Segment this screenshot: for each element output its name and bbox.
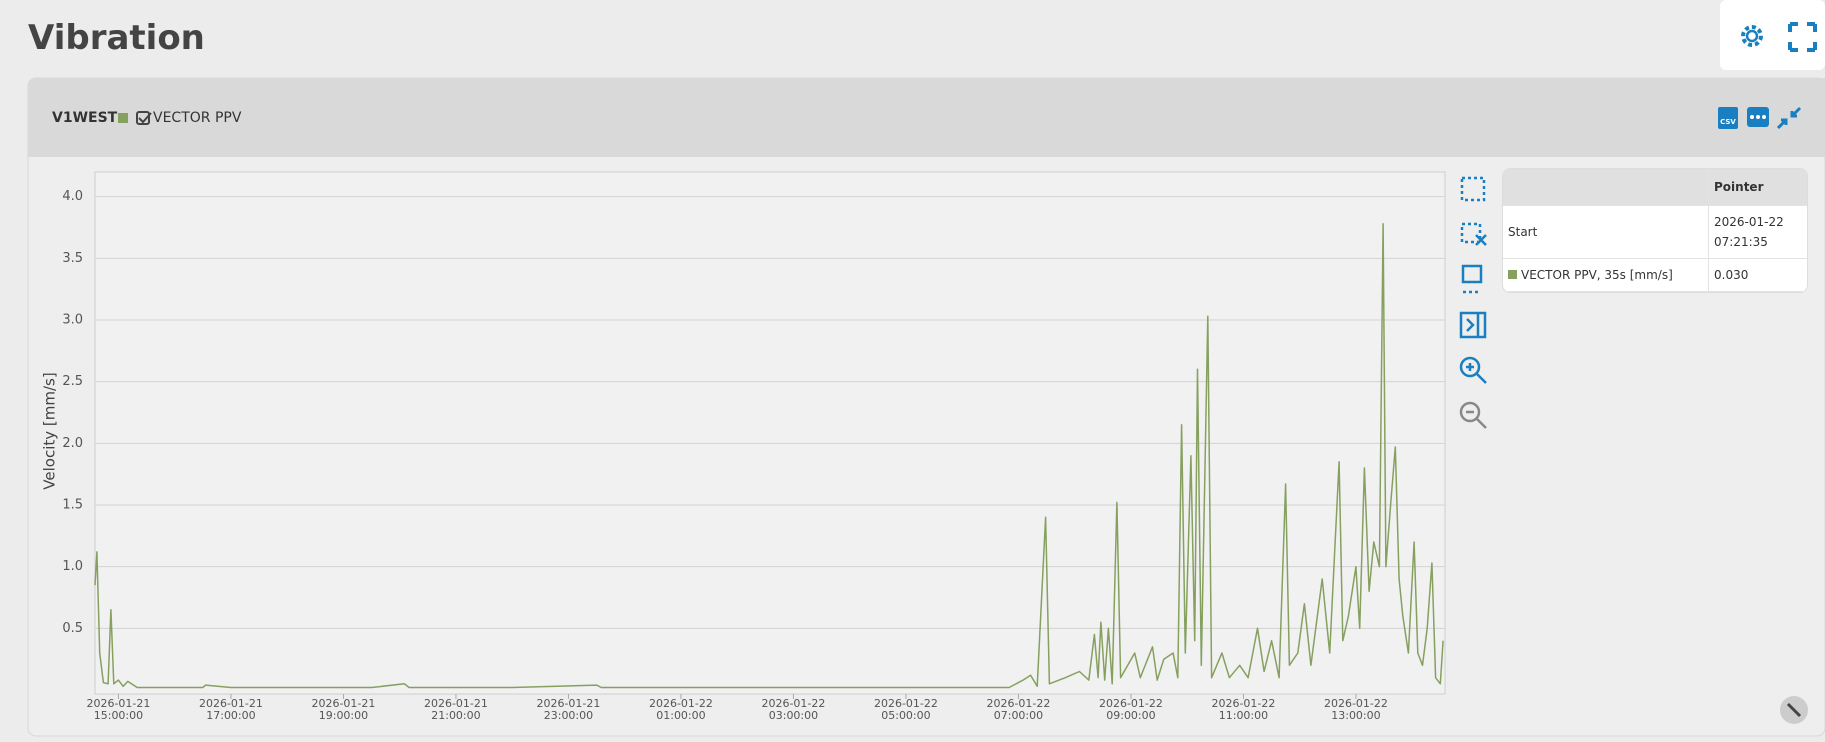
csv-button[interactable]: CSV xyxy=(1718,107,1738,129)
select-button[interactable] xyxy=(1460,176,1486,202)
y-tick-label: 3.5 xyxy=(62,251,83,266)
settings-button[interactable] xyxy=(1741,25,1763,47)
clear-selection-button[interactable] xyxy=(1460,222,1487,246)
chart-toolbar xyxy=(1459,176,1487,429)
top-toolbar xyxy=(1720,0,1825,70)
zoom-in-button[interactable] xyxy=(1459,356,1487,384)
pointer-series: VECTOR PPV, 35s [mm/s] xyxy=(1521,268,1673,282)
legend-swatch xyxy=(118,113,128,123)
y-tick-label: 1.5 xyxy=(62,498,83,513)
x-tick-label: 2026-01-22 07:00:00 xyxy=(986,697,1051,722)
pointer-cell: Start xyxy=(1503,205,1709,259)
fullscreen-button[interactable] xyxy=(1788,22,1817,52)
legend-label[interactable]: VECTOR PPV xyxy=(153,110,242,126)
y-tick-label: 1.0 xyxy=(62,559,83,574)
cursor-button[interactable] xyxy=(1459,311,1487,339)
pointer-header: Pointer xyxy=(1708,169,1807,206)
y-tick-label: 4.0 xyxy=(62,189,83,204)
x-tick-label: 2026-01-22 13:00:00 xyxy=(1323,697,1388,722)
pointer-cell: VECTOR PPV, 35s [mm/s] xyxy=(1503,258,1709,292)
x-tick-label: 2026-01-21 21:00:00 xyxy=(423,697,488,722)
csv-label: CSV xyxy=(1720,118,1736,126)
pointer-cell: 2026-01-22 07:21:35 xyxy=(1708,205,1807,259)
x-tick-label: 2026-01-22 05:00:00 xyxy=(873,697,938,722)
pointer-swatch xyxy=(1508,270,1517,279)
more-button[interactable] xyxy=(1747,107,1769,127)
x-tick-label: 2026-01-21 15:00:00 xyxy=(86,697,151,722)
zoom-out-button[interactable] xyxy=(1459,401,1487,429)
y-tick-label: 3.0 xyxy=(62,313,83,328)
page-title: Vibration xyxy=(28,18,205,58)
panel-header xyxy=(28,78,1825,157)
legend-checkbox[interactable] xyxy=(136,111,152,125)
station-label: V1WEST xyxy=(52,110,118,126)
x-tick-label: 2026-01-22 01:00:00 xyxy=(648,697,713,722)
data-line xyxy=(94,223,1444,689)
x-tick-label: 2026-01-21 23:00:00 xyxy=(536,697,601,722)
y-axis-label: Velocity [mm/s] xyxy=(41,372,59,489)
x-tick-label: 2026-01-21 17:00:00 xyxy=(198,697,263,722)
y-tick-label: 2.0 xyxy=(62,436,83,451)
collapse-button[interactable] xyxy=(1776,106,1802,130)
y-tick-label: 2.5 xyxy=(62,374,83,389)
pointer-blank xyxy=(1503,169,1709,206)
y-tick-label: 0.5 xyxy=(62,621,83,636)
pointer-cell: 0.030 xyxy=(1708,258,1807,292)
box-button[interactable] xyxy=(1461,264,1483,294)
x-tick-label: 2026-01-22 03:00:00 xyxy=(761,697,826,722)
x-tick-label: 2026-01-22 11:00:00 xyxy=(1211,697,1276,722)
x-tick-label: 2026-01-21 19:00:00 xyxy=(311,697,376,722)
resize-handle[interactable] xyxy=(1780,696,1808,724)
x-tick-label: 2026-01-22 09:00:00 xyxy=(1098,697,1163,722)
plot-area xyxy=(94,171,1446,695)
pointer-table: Pointer Start 2026-01-22 07:21:35 VECTOR … xyxy=(1502,168,1808,293)
